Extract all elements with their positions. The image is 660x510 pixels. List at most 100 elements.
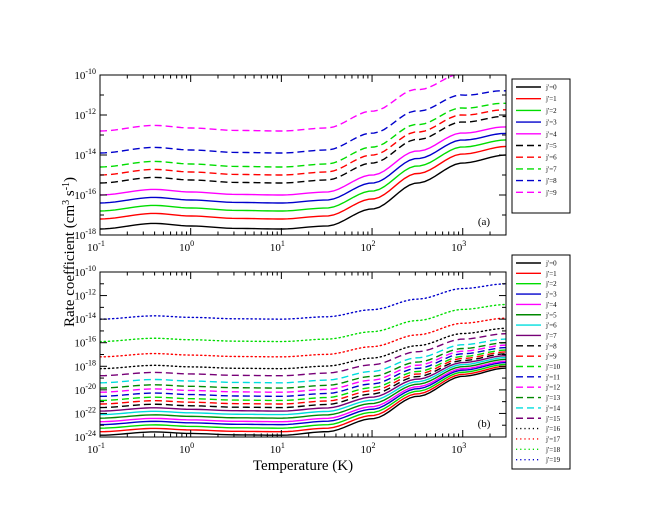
legend-label: j'=0 [545, 260, 557, 268]
legend-label: j'=5 [545, 311, 557, 319]
x-tick-exponent: -1 [98, 239, 105, 248]
series-line-j9 [100, 351, 506, 405]
y-tick-exponent: -16 [85, 335, 96, 344]
series-line-j7 [100, 354, 506, 412]
series-line-j4 [100, 360, 506, 423]
y-tick-label: 10-12 [74, 288, 96, 303]
x-tick-label: 102 [361, 239, 376, 254]
series-line-j2 [100, 139, 506, 212]
legend-label: j'=7 [545, 165, 557, 173]
y-tick-exponent: -24 [85, 429, 96, 438]
legend-label: j'=9 [545, 189, 557, 197]
plot-frame [99, 271, 507, 438]
x-tick-label: 103 [451, 239, 466, 254]
series-line-j10 [100, 349, 506, 402]
series-line-j14 [100, 338, 506, 384]
series-line-j3 [100, 132, 506, 204]
series-line-j18 [100, 303, 506, 343]
panel-b: 10-1 100 101 102 10310-2410-2210-2010-1810-1… [74, 254, 571, 470]
y-tick-base: 10 [74, 110, 86, 122]
y-tick-base: 10 [74, 230, 86, 242]
series-line-j0 [100, 154, 506, 230]
series-group [100, 283, 506, 436]
y-tick-exponent: -14 [85, 311, 96, 320]
x-tick-base: 10 [179, 444, 191, 456]
y-tick-exponent: -18 [85, 227, 96, 236]
legend-label: j'=8 [545, 177, 557, 185]
y-tick-label: 10-18 [74, 358, 96, 373]
y-tick-exponent: -12 [85, 107, 96, 116]
series-line-j16 [100, 327, 506, 370]
legend-label: j'=11 [545, 373, 560, 381]
series-line-j8 [100, 353, 506, 409]
series-line-j6 [100, 109, 506, 176]
y-tick-exponent: -12 [85, 288, 96, 297]
y-tick-label: 10-16 [74, 187, 96, 202]
legend-label: j'=13 [545, 394, 561, 402]
x-tick-exponent: 0 [190, 239, 194, 248]
x-tick-label: 10-1 [87, 239, 105, 254]
x-tick-base: 10 [179, 242, 191, 254]
legend-label: j'=12 [545, 384, 561, 392]
x-tick-base: 10 [270, 242, 282, 254]
legend-label: j'=1 [545, 270, 557, 278]
y-tick-base: 10 [74, 291, 86, 303]
legend-label: j'=4 [545, 130, 557, 138]
legend-label: j'=0 [545, 84, 557, 92]
legend-label: j'=6 [545, 322, 557, 330]
series-line-j17 [100, 317, 506, 358]
x-tick-label: 10-1 [87, 441, 105, 456]
legend-label: j'=2 [545, 280, 557, 288]
y-tick-base: 10 [74, 361, 86, 373]
y-tick-label: 10-16 [74, 335, 96, 350]
series-line-j4 [100, 126, 506, 196]
y-tick-exponent: -20 [85, 382, 96, 391]
series-line-j2 [100, 363, 506, 429]
x-tick-exponent: 2 [372, 441, 376, 450]
x-tick-base: 10 [451, 242, 463, 254]
legend-label: j'=6 [545, 154, 557, 162]
series-line-j13 [100, 341, 506, 389]
x-tick-label: 100 [179, 441, 194, 456]
y-tick-base: 10 [74, 338, 86, 350]
series-line-j19 [100, 283, 506, 320]
x-tick-base: 10 [87, 242, 99, 254]
x-tick-base: 10 [361, 242, 373, 254]
legend-label: j'=3 [545, 291, 557, 299]
legend-label: j'=10 [545, 363, 561, 371]
legend-label: j'=18 [545, 446, 561, 454]
x-tick-label: 101 [270, 239, 285, 254]
x-tick-label: 101 [270, 441, 285, 456]
y-tick-label: 10-18 [74, 227, 96, 242]
y-tick-base: 10 [74, 408, 86, 420]
y-tick-exponent: -18 [85, 358, 96, 367]
series-line-j5 [100, 358, 506, 419]
x-tick-label: 103 [451, 441, 466, 456]
legend-label: j'=7 [545, 332, 557, 340]
x-tick-exponent: 0 [190, 441, 194, 450]
legend-label: j'=14 [545, 404, 561, 412]
series-line-j15 [100, 332, 506, 377]
y-tick-base: 10 [74, 385, 86, 397]
y-tick-label: 10-10 [74, 67, 96, 82]
y-tick-base: 10 [74, 314, 86, 326]
series-line-j8 [100, 89, 506, 154]
series-line-j1 [100, 145, 506, 220]
y-axis-title: Rate coefficient (cm3 s-1) [61, 177, 79, 327]
y-tick-base: 10 [74, 70, 86, 82]
x-tick-base: 10 [451, 444, 463, 456]
y-tick-base: 10 [74, 432, 86, 444]
x-tick-base: 10 [270, 444, 282, 456]
y-tick-label: 10-14 [74, 147, 96, 162]
x-tick-exponent: 2 [372, 239, 376, 248]
x-tick-exponent: 1 [281, 239, 285, 248]
y-tick-base: 10 [74, 190, 86, 202]
y-tick-label: 10-14 [74, 311, 96, 326]
panel-label: (a) [478, 216, 491, 228]
series-line-j0 [100, 367, 506, 436]
legend-label: j'=15 [545, 415, 561, 423]
legend-label: j'=16 [545, 425, 561, 433]
series-line-j6 [100, 356, 506, 416]
legend-label: j'=3 [545, 119, 557, 127]
legend-label: j'=1 [545, 95, 557, 103]
